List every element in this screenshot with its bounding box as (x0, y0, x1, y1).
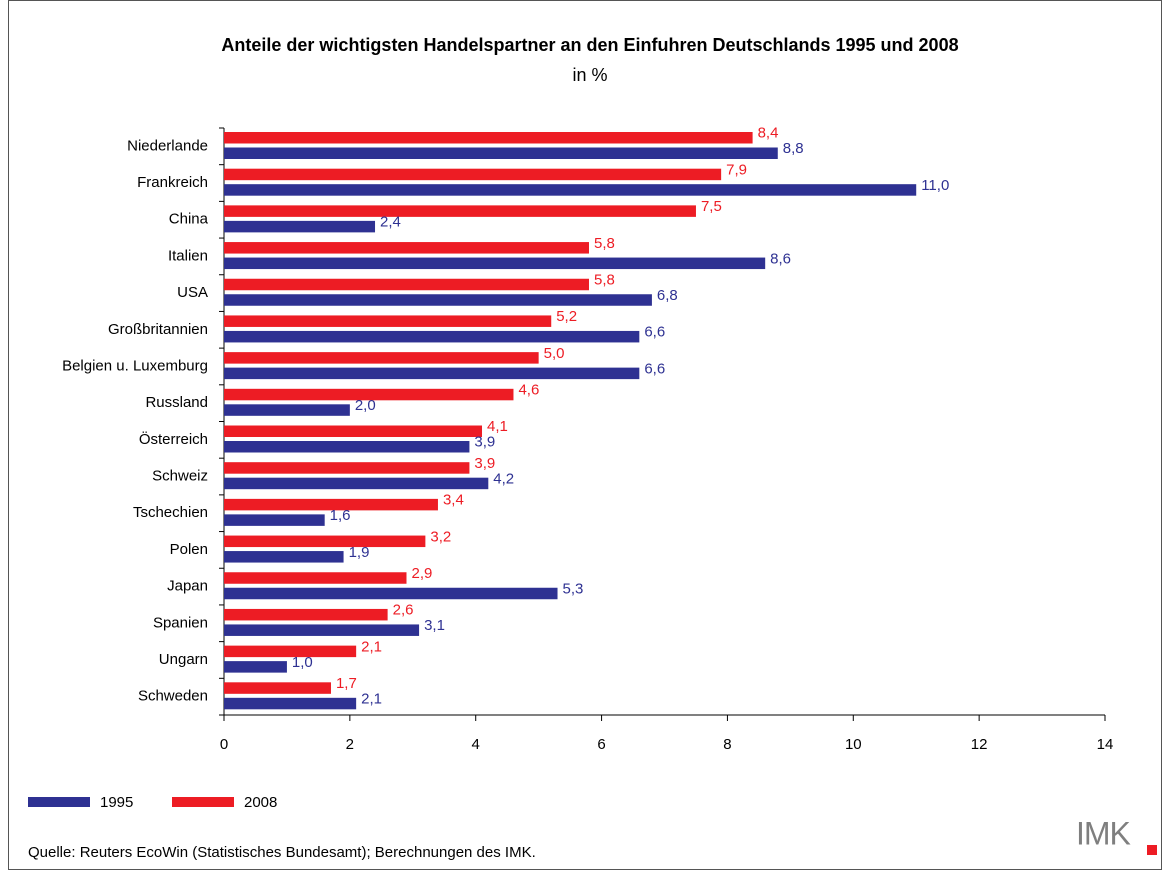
value-label: 1,7 (336, 675, 357, 692)
bar (224, 220, 376, 233)
value-label: 4,6 (518, 382, 539, 399)
legend-label: 1995 (100, 794, 133, 811)
x-tick-label: 12 (971, 736, 988, 753)
value-label: 2,1 (361, 691, 382, 708)
value-label: 1,9 (349, 544, 370, 561)
bar (224, 425, 483, 437)
bar (224, 367, 640, 380)
y-tick-label: Frankreich (137, 174, 208, 191)
value-label: 5,3 (563, 580, 584, 597)
y-tick-label: Belgien u. Luxemburg (62, 357, 208, 374)
bar (224, 535, 426, 548)
value-label: 3,2 (430, 528, 451, 545)
bar (224, 551, 344, 563)
y-tick-label: Italien (168, 247, 208, 264)
bar (224, 352, 539, 364)
value-label: 2,1 (361, 638, 382, 655)
bar (224, 330, 640, 343)
value-label: 4,2 (493, 470, 514, 487)
bar (224, 168, 722, 181)
value-label: 2,9 (411, 565, 432, 582)
x-tick-label: 14 (1097, 736, 1114, 753)
bar (224, 462, 470, 474)
value-label: 8,8 (783, 140, 804, 157)
value-label: 2,0 (355, 397, 376, 414)
bar (224, 147, 778, 159)
chart-title: Anteile der wichtigsten Handelspartner a… (221, 35, 958, 55)
legend-label: 2008 (244, 794, 277, 811)
value-label: 4,1 (487, 418, 508, 435)
bar (224, 572, 407, 584)
bar (224, 404, 350, 416)
y-tick-label: Russland (145, 394, 208, 411)
value-label: 5,8 (594, 235, 615, 252)
bar (224, 205, 696, 217)
y-tick-label: Polen (170, 541, 208, 558)
bar (224, 661, 287, 673)
bar (224, 498, 438, 511)
y-tick-label: Großbritannien (108, 321, 208, 338)
logo-mark (1147, 845, 1157, 855)
value-label: 2,6 (393, 602, 414, 619)
bar (224, 257, 766, 270)
value-label: 5,2 (556, 308, 577, 325)
value-label: 1,0 (292, 654, 313, 671)
bar (224, 645, 357, 658)
value-label: 11,0 (921, 177, 949, 194)
value-label: 5,8 (594, 271, 615, 288)
value-label: 3,9 (474, 434, 495, 451)
value-label: 3,9 (474, 455, 495, 472)
value-label: 5,0 (544, 345, 565, 362)
bar (224, 388, 514, 401)
value-label: 2,4 (380, 214, 401, 231)
value-label: 7,5 (701, 198, 722, 215)
bar (224, 697, 357, 710)
y-tick-label: Tschechien (133, 504, 208, 521)
bar (224, 184, 917, 196)
value-label: 3,4 (443, 492, 464, 509)
bar (224, 278, 589, 291)
y-tick-label: Niederlande (127, 137, 208, 154)
bar (224, 441, 470, 453)
x-tick-label: 6 (597, 736, 605, 753)
value-label: 7,9 (726, 161, 747, 178)
x-tick-label: 0 (220, 736, 228, 753)
bar (224, 132, 753, 144)
bar (224, 608, 388, 621)
y-tick-label: USA (177, 284, 208, 301)
y-tick-label: Schweden (138, 688, 208, 705)
value-label: 3,1 (424, 617, 445, 634)
value-label: 6,6 (644, 360, 665, 377)
y-tick-label: Ungarn (159, 651, 208, 668)
bar (224, 477, 489, 490)
legend-swatch (172, 797, 234, 807)
bar (224, 294, 652, 306)
bar (224, 587, 558, 600)
logo: IMK (1076, 815, 1131, 851)
y-tick-label: Spanien (153, 614, 208, 631)
x-tick-label: 2 (346, 736, 354, 753)
value-label: 6,6 (644, 324, 665, 341)
source-note: Quelle: Reuters EcoWin (Statistisches Bu… (28, 844, 536, 861)
chart-subtitle: in % (572, 65, 607, 85)
bar (224, 624, 420, 636)
bar (224, 315, 552, 327)
x-tick-label: 4 (472, 736, 480, 753)
x-tick-label: 10 (845, 736, 862, 753)
legend-swatch (28, 797, 90, 807)
value-label: 8,4 (758, 125, 779, 142)
y-tick-label: China (169, 211, 209, 228)
bar (224, 514, 325, 526)
bar (224, 242, 589, 254)
x-tick-label: 8 (723, 736, 731, 753)
y-tick-label: Schweiz (152, 468, 208, 485)
y-tick-label: Österreich (139, 430, 208, 448)
y-tick-label: Japan (167, 578, 208, 595)
value-label: 6,8 (657, 287, 678, 304)
value-label: 1,6 (330, 507, 351, 524)
bar (224, 682, 331, 694)
value-label: 8,6 (770, 250, 791, 267)
